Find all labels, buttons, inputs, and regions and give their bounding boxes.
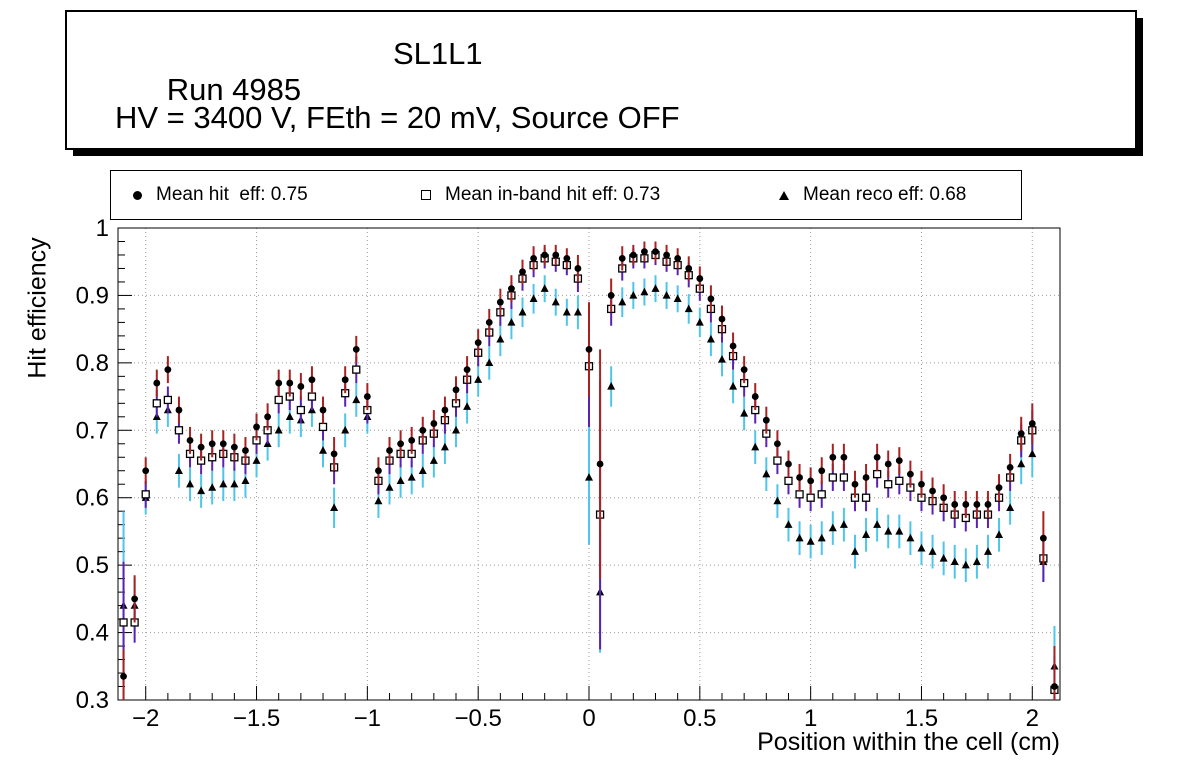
svg-text:0.9: 0.9: [76, 282, 109, 309]
svg-text:1: 1: [96, 215, 109, 242]
run-label: Run 4985: [166, 72, 302, 107]
legend-entry-hit: Mean hit eff: 0.75: [133, 171, 308, 219]
svg-text:−1.5: −1.5: [233, 705, 280, 732]
y-tick-labels: 0.3 0.4 0.5 0.6 0.7 0.8 0.9 1: [76, 215, 109, 714]
svg-text:0.5: 0.5: [76, 552, 109, 579]
svg-text:0.6: 0.6: [76, 485, 109, 512]
svg-text:0.5: 0.5: [683, 705, 716, 732]
legend-label-hit: Mean hit eff: 0.75: [156, 184, 308, 205]
x-tick-labels: −2 −1.5 −1 −0.5 0 0.5 1 1.5 2: [132, 705, 1039, 732]
open-square-icon: [421, 190, 431, 200]
series-0: [120, 241, 1058, 700]
title-line-1: Run 4985 SL1L1: [115, 36, 483, 180]
svg-text:1.5: 1.5: [905, 705, 938, 732]
svg-text:2: 2: [1026, 705, 1039, 732]
layer-label: SL1L1: [393, 36, 483, 71]
svg-text:0: 0: [582, 705, 595, 732]
axis-ticks: [118, 227, 1055, 701]
svg-text:0.3: 0.3: [76, 687, 109, 714]
filled-triangle-icon: [779, 190, 789, 200]
legend-entry-reco: Mean reco eff: 0.68: [779, 171, 966, 219]
legend: Mean hit eff: 0.75 Mean in-band hit eff:…: [110, 170, 1022, 220]
svg-text:−2: −2: [132, 705, 159, 732]
svg-text:1: 1: [804, 705, 817, 732]
filled-circle-icon: [133, 190, 142, 200]
conditions-label: HV = 3400 V, FEth = 20 mV, Source OFF: [115, 100, 680, 135]
svg-text:−1: −1: [354, 705, 381, 732]
svg-text:0.4: 0.4: [76, 620, 109, 647]
svg-text:0.7: 0.7: [76, 417, 109, 444]
svg-text:0.8: 0.8: [76, 350, 109, 377]
legend-entry-inband: Mean in-band hit eff: 0.73: [421, 171, 660, 219]
legend-label-reco: Mean reco eff: 0.68: [803, 184, 967, 205]
title-box: Run 4985 SL1L1 HV = 3400 V, FEth = 20 mV…: [65, 10, 1137, 150]
legend-label-inband: Mean in-band hit eff: 0.73: [445, 184, 661, 205]
y-axis-title: Hit efficiency: [23, 237, 52, 379]
svg-text:−0.5: −0.5: [454, 705, 501, 732]
x-axis-title: Position within the cell (cm): [757, 728, 1060, 756]
